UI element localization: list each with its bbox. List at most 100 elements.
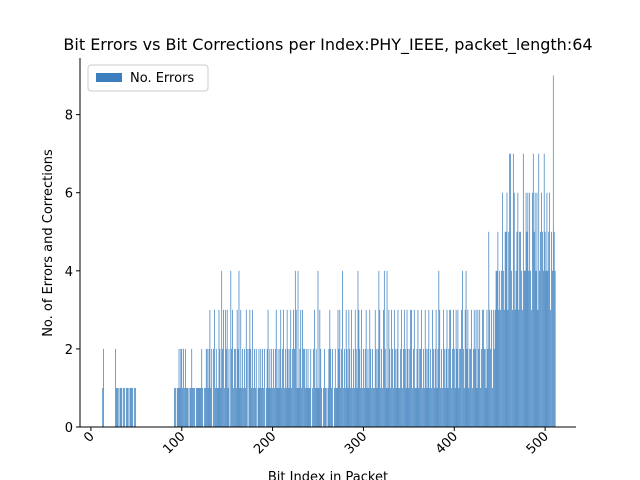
bar — [535, 270, 537, 427]
x-tick-label: 300 — [342, 429, 370, 457]
bar — [463, 387, 465, 427]
bar — [430, 348, 432, 427]
bar — [504, 231, 506, 427]
bar — [471, 309, 472, 427]
bar — [505, 231, 507, 427]
bar — [232, 309, 233, 427]
bar — [365, 309, 367, 427]
bar — [532, 153, 534, 427]
bar — [520, 231, 521, 427]
bar — [236, 309, 238, 427]
bar — [543, 153, 545, 427]
bar — [355, 348, 357, 427]
bar — [444, 387, 446, 427]
bar — [515, 270, 517, 427]
bar — [299, 348, 301, 427]
bar — [552, 75, 554, 428]
bar — [123, 387, 124, 427]
bar — [308, 387, 310, 427]
bar — [281, 387, 283, 427]
bar — [455, 309, 457, 427]
bar — [414, 387, 416, 427]
bar — [325, 387, 327, 427]
bar — [205, 348, 207, 427]
y-tick-label: 4 — [65, 265, 73, 280]
bar — [182, 387, 184, 427]
bar — [345, 309, 347, 427]
bar — [428, 309, 430, 427]
bar — [283, 309, 284, 427]
bar — [245, 309, 247, 427]
bar — [254, 387, 256, 427]
bar — [413, 309, 415, 427]
bar — [206, 348, 208, 427]
bar — [257, 387, 259, 427]
bar — [317, 270, 319, 427]
bar — [213, 348, 214, 427]
bar — [219, 348, 221, 427]
bar — [527, 192, 529, 427]
bar — [393, 387, 394, 427]
bar — [495, 270, 497, 427]
bar — [395, 387, 397, 427]
bar — [346, 348, 348, 427]
bar — [448, 348, 450, 427]
bar — [127, 387, 129, 427]
bar — [268, 387, 270, 427]
bar — [352, 387, 353, 427]
bar — [461, 309, 462, 427]
bar — [443, 309, 444, 427]
bar — [178, 348, 180, 427]
bar — [306, 387, 308, 427]
bar — [234, 348, 236, 427]
bar — [530, 270, 531, 427]
bar — [125, 387, 127, 427]
bar — [260, 348, 262, 427]
bar — [441, 348, 442, 427]
bar — [524, 270, 526, 427]
bar — [476, 387, 478, 427]
bar — [343, 387, 344, 427]
bar — [184, 387, 185, 427]
bar — [103, 348, 104, 427]
bar — [284, 387, 285, 427]
bar — [469, 348, 471, 427]
bar — [174, 387, 175, 427]
bar — [553, 231, 555, 427]
bar — [481, 348, 482, 427]
bar — [387, 387, 389, 427]
bar — [305, 348, 307, 427]
bar — [227, 387, 229, 427]
bar — [385, 387, 387, 427]
bar — [409, 348, 411, 427]
bar — [249, 309, 251, 427]
bar — [451, 387, 452, 427]
bar — [379, 309, 381, 427]
bar — [533, 231, 535, 427]
bar — [353, 387, 355, 427]
bar — [435, 309, 437, 427]
bar — [304, 387, 306, 427]
bar — [540, 231, 541, 427]
bar — [124, 387, 125, 427]
bar — [404, 348, 406, 427]
bar — [542, 270, 544, 427]
bar — [324, 387, 326, 427]
y-tick-label: 2 — [65, 343, 73, 358]
bar — [240, 309, 242, 427]
bar — [121, 387, 123, 427]
bar — [134, 387, 135, 427]
bar — [389, 348, 391, 427]
bar — [406, 309, 408, 427]
bar — [400, 348, 402, 427]
bar — [309, 387, 311, 427]
bar — [324, 348, 325, 427]
bar — [548, 231, 550, 427]
bar — [332, 348, 333, 427]
bar — [248, 348, 250, 427]
bar — [263, 387, 264, 427]
bar — [468, 387, 470, 427]
bar — [191, 348, 193, 427]
bar — [295, 309, 297, 427]
